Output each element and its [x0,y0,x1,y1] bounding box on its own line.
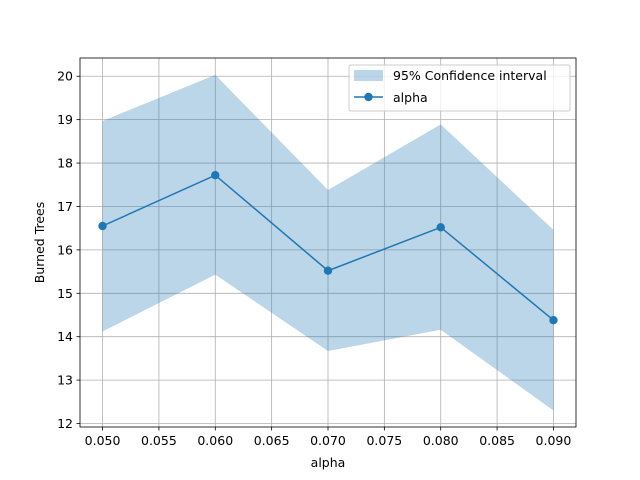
x-tick-label-4: 0.070 [310,433,346,448]
series-point-0-4 [549,316,558,325]
legend: 95% Confidence interval alpha [348,64,571,112]
y-tick-label-8: 20 [57,69,73,84]
legend-band-label: 95% Confidence interval [393,68,547,83]
series-point-0-2 [323,266,333,275]
x-tick-label-1: 0.055 [141,433,177,448]
x-tick-label-7: 0.085 [479,433,515,448]
y-tick-label-3: 15 [57,286,73,301]
legend-marker-swatch [364,92,373,102]
y-tick-label-6: 18 [57,156,73,171]
x-tick-label-5: 0.075 [366,433,402,448]
y-tick-label-2: 14 [57,329,73,344]
legend-line-label: alpha [393,90,428,105]
x-axis-label: alpha [311,455,346,470]
x-tick-label-8: 0.090 [536,433,572,448]
y-tick-label-4: 16 [57,242,73,257]
legend-box [348,64,571,112]
legend-band-swatch [354,70,383,81]
y-tick-label-7: 19 [57,112,73,127]
series-point-0-1 [211,171,220,180]
x-tick-label-0: 0.050 [85,433,121,448]
y-tick-label-1: 13 [57,373,73,388]
y-axis-label: Burned Trees [32,202,47,284]
x-tick-label-6: 0.080 [423,433,459,448]
x-tick-label-3: 0.065 [254,433,290,448]
series-point-0-0 [98,221,107,231]
series-point-0-3 [436,223,445,232]
y-tick-label-0: 12 [57,416,73,431]
x-tick-label-2: 0.060 [197,433,233,448]
confidence-band [102,74,554,411]
plot-area: 0.050 0.055 0.060 0.065 0.070 0.075 0.080 0.085… [57,57,577,448]
y-tick-label-5: 17 [57,199,73,214]
